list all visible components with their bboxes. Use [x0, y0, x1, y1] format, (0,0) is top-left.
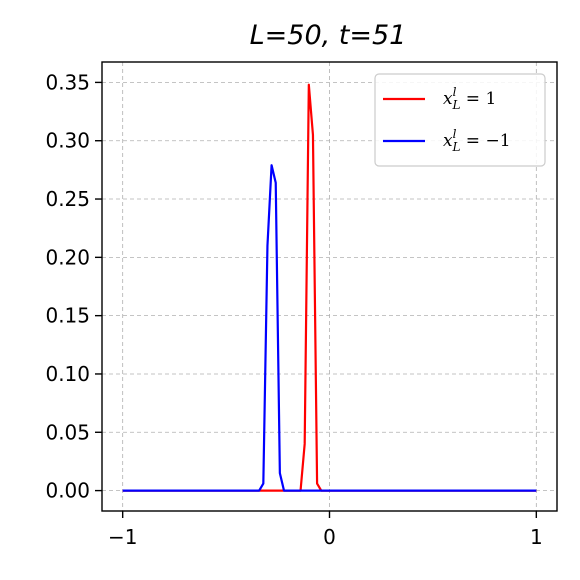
x-tick-label: 0 [323, 525, 336, 549]
x-tick-label: −1 [108, 525, 137, 549]
chart-title: L=50, t=51 [250, 20, 407, 51]
y-tick-label: 0.15 [45, 304, 90, 328]
legend: xl L = 1 xl L = −1 [374, 73, 546, 167]
series-lines [122, 83, 537, 492]
y-tick-label: 0.35 [45, 70, 90, 94]
y-tick-label: 0.05 [45, 420, 90, 444]
y-tick-label: 0.30 [45, 129, 90, 153]
y-axis: 0.00 0.05 0.10 0.15 0.20 0.25 0.30 0.35 [45, 70, 102, 503]
legend-label: xl L = −1 [443, 127, 511, 154]
legend-box [374, 73, 546, 167]
legend-label: xl L = 1 [443, 85, 496, 112]
series-line-2 [122, 164, 537, 492]
y-tick-label: 0.25 [45, 187, 90, 211]
x-axis: −1 0 1 [108, 511, 543, 549]
y-tick-label: 0.20 [45, 245, 90, 269]
y-tick-label: 0.10 [45, 362, 90, 386]
x-tick-label: 1 [530, 525, 543, 549]
y-tick-label: 0.00 [45, 479, 90, 503]
